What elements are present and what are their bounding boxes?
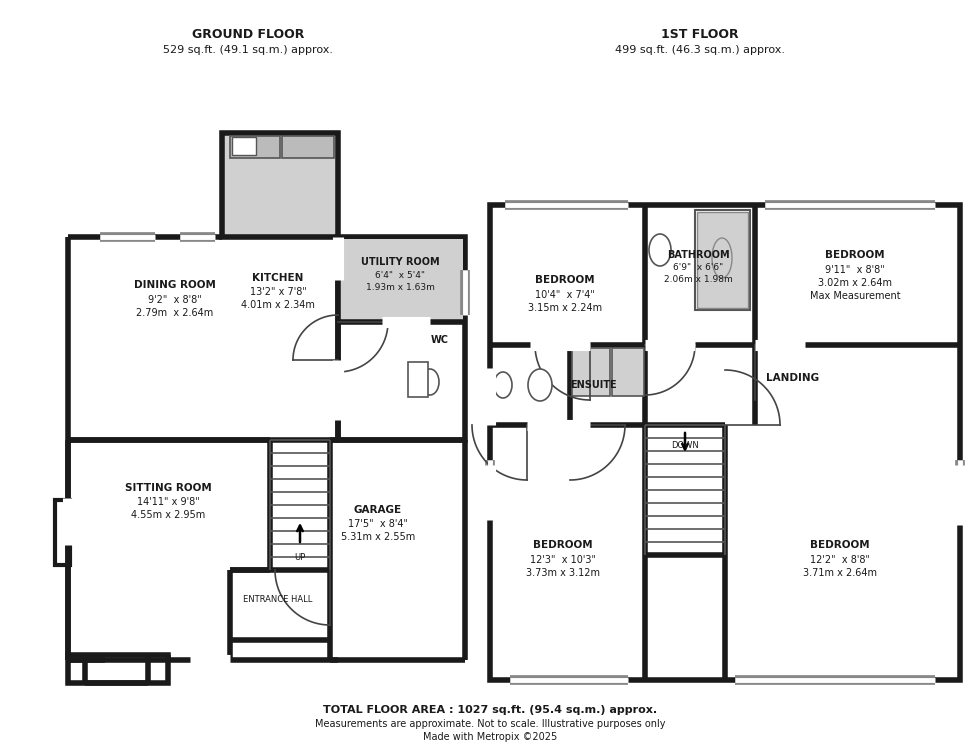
Bar [338,237,465,440]
Text: 17'5"  x 8'4": 17'5" x 8'4" [348,519,408,529]
Text: TOTAL FLOOR AREA : 1027 sq.ft. (95.4 sq.m.) approx.: TOTAL FLOOR AREA : 1027 sq.ft. (95.4 sq.… [323,705,657,715]
Bar [408,362,428,397]
Text: BATHROOM: BATHROOM [666,250,729,260]
Text: 3.02m x 2.64m: 3.02m x 2.64m [818,278,892,288]
Text: 3.15m x 2.24m: 3.15m x 2.24m [528,303,602,313]
Text: DINING ROOM: DINING ROOM [134,280,216,290]
Text: BEDROOM: BEDROOM [533,540,593,550]
Bar [612,348,644,396]
Text: ENTRANCE HALL: ENTRANCE HALL [243,596,313,605]
Bar [230,136,280,158]
Text: UTILITY ROOM: UTILITY ROOM [361,257,439,267]
Text: 12'3"  x 10'3": 12'3" x 10'3" [530,555,596,565]
Ellipse shape [649,234,671,266]
Text: Max Measurement: Max Measurement [809,291,901,301]
Text: KITCHEN: KITCHEN [252,273,304,283]
Text: 5.31m x 2.55m: 5.31m x 2.55m [341,532,416,542]
Ellipse shape [528,369,552,401]
Text: 9'2"  x 8'8": 9'2" x 8'8" [148,295,202,305]
Bar [695,210,750,310]
Text: Measurements are approximate. Not to scale. Illustrative purposes only: Measurements are approximate. Not to sca… [315,719,665,729]
Text: 2.79m  x 2.64m: 2.79m x 2.64m [136,308,214,318]
Text: 2.06m x 1.98m: 2.06m x 1.98m [663,276,732,285]
Text: 3.73m x 3.12m: 3.73m x 3.12m [526,568,600,578]
Text: 529 sq.ft. (49.1 sq.m.) approx.: 529 sq.ft. (49.1 sq.m.) approx. [163,45,333,55]
Text: SITTING ROOM: SITTING ROOM [124,483,212,493]
Text: 10'4"  x 7'4": 10'4" x 7'4" [535,290,595,300]
Text: 1.93m x 1.63m: 1.93m x 1.63m [366,282,434,291]
Text: 499 sq.ft. (46.3 sq.m.) approx.: 499 sq.ft. (46.3 sq.m.) approx. [615,45,785,55]
Text: BEDROOM: BEDROOM [825,250,885,260]
Bar [68,655,168,683]
Text: ENSUITE: ENSUITE [569,380,616,390]
Text: 3.71m x 2.64m: 3.71m x 2.64m [803,568,877,578]
Bar [697,212,748,308]
Bar [340,239,463,324]
Text: DOWN: DOWN [671,441,699,450]
Text: 14'11" x 9'8": 14'11" x 9'8" [136,497,199,507]
Bar [490,205,960,680]
Text: 4.01m x 2.34m: 4.01m x 2.34m [241,300,315,310]
Text: 6'9"  x 6'6": 6'9" x 6'6" [673,264,723,273]
Ellipse shape [421,369,439,395]
Bar [55,500,70,565]
Text: 13'2" x 7'8": 13'2" x 7'8" [250,287,307,297]
Text: 9'11"  x 8'8": 9'11" x 8'8" [825,265,885,275]
Text: LANDING: LANDING [766,373,819,383]
Ellipse shape [494,372,512,398]
Text: WC: WC [431,335,449,345]
Bar [572,348,610,396]
Text: UP: UP [294,553,306,562]
Text: Made with Metropix ©2025: Made with Metropix ©2025 [423,732,557,742]
Text: GARAGE: GARAGE [354,505,402,515]
Text: 4.55m x 2.95m: 4.55m x 2.95m [131,510,205,520]
Text: GROUND FLOOR: GROUND FLOOR [192,29,304,41]
Ellipse shape [712,238,732,278]
Bar [282,136,334,158]
Bar [222,133,338,237]
Bar [232,137,256,155]
Text: 12'2"  x 8'8": 12'2" x 8'8" [810,555,870,565]
Text: 6'4"  x 5'4": 6'4" x 5'4" [375,270,425,279]
Text: BEDROOM: BEDROOM [535,275,595,285]
Text: BEDROOM: BEDROOM [810,540,870,550]
Text: 1ST FLOOR: 1ST FLOOR [662,29,739,41]
